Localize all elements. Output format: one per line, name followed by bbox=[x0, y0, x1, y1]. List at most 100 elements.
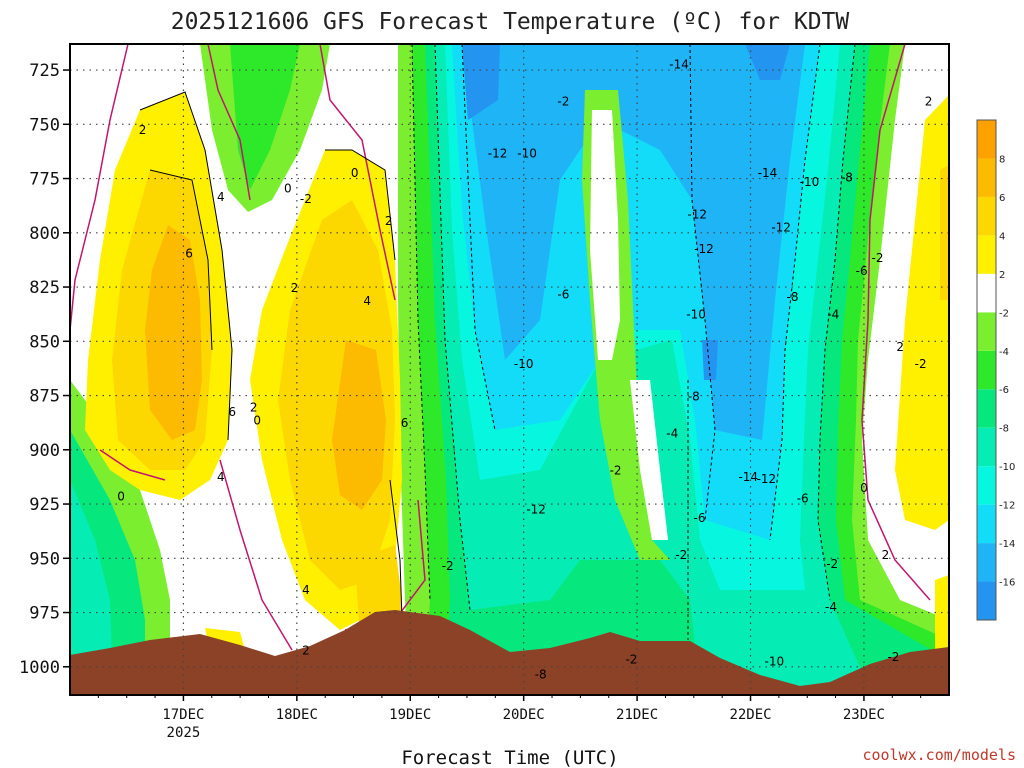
x-tick-label: 18DEC bbox=[276, 707, 318, 723]
contour-zero-left bbox=[70, 44, 426, 651]
region-warm2-plus6 bbox=[332, 340, 386, 510]
contour-label: -12 bbox=[526, 503, 546, 517]
contour-label: 6 bbox=[228, 405, 236, 419]
contour-label: 0 bbox=[284, 181, 292, 195]
legend-label: -8 bbox=[999, 424, 1009, 435]
contour-label: 0 bbox=[351, 166, 359, 180]
contour-label: -2 bbox=[887, 650, 899, 664]
y-tick-label: 800 bbox=[29, 224, 60, 244]
region-right-warm-plus4 bbox=[940, 165, 949, 300]
y-tick-label: 825 bbox=[29, 278, 60, 298]
contour-label: 2 bbox=[250, 401, 258, 415]
contour-label: -2 bbox=[442, 559, 454, 573]
region-left-surface-cold3 bbox=[70, 480, 112, 660]
contour-label: -14 bbox=[758, 166, 778, 180]
y-axis: 725 750 775 800 825 850 875 900 925 950 975 1000 bbox=[19, 61, 70, 678]
y-tick-label: 950 bbox=[29, 549, 60, 569]
legend-color-box bbox=[977, 350, 996, 390]
legend-label: -14 bbox=[999, 539, 1015, 550]
region-right-warm bbox=[895, 95, 949, 530]
contour-label: -10 bbox=[800, 175, 820, 189]
contour-label: -10 bbox=[686, 307, 706, 321]
region-gap-21dec-white bbox=[590, 110, 620, 360]
y-tick-label: 725 bbox=[29, 61, 60, 81]
contour-zero-right bbox=[861, 44, 931, 601]
y-tick-label: 750 bbox=[29, 115, 60, 135]
contour-label: 0 bbox=[860, 481, 868, 495]
contour-label: 2 bbox=[925, 95, 933, 109]
contour-label: 4 bbox=[217, 470, 225, 484]
legend-color-box bbox=[977, 389, 996, 428]
contour-solid-warm bbox=[139, 91, 403, 621]
y-tick-label: 775 bbox=[29, 170, 60, 190]
contour-label: 0 bbox=[117, 490, 125, 504]
contour-dashed-cold bbox=[411, 44, 856, 640]
contour-label: 4 bbox=[217, 190, 225, 204]
contour-label: 2 bbox=[139, 123, 147, 137]
y-tick-label: 875 bbox=[29, 387, 60, 407]
legend-label: 6 bbox=[999, 193, 1005, 204]
legend-label: -12 bbox=[999, 501, 1015, 512]
contour-label: -2 bbox=[300, 192, 312, 206]
legend-color-box bbox=[977, 158, 996, 197]
x-tick-year: 2025 bbox=[167, 725, 201, 741]
legend-label: -16 bbox=[999, 578, 1015, 589]
contour-label: -10 bbox=[765, 654, 785, 668]
grid-lines bbox=[70, 44, 949, 695]
contour-label: -12 bbox=[694, 242, 714, 256]
contour-label: 2 bbox=[302, 644, 310, 658]
legend-color-box bbox=[977, 196, 996, 236]
contour-label: -10 bbox=[517, 147, 537, 161]
contour-label: -6 bbox=[557, 288, 569, 302]
x-tick-label: 20DEC bbox=[503, 707, 545, 723]
contour-label: -12 bbox=[771, 220, 791, 234]
y-tick-label: 850 bbox=[29, 332, 60, 352]
legend-label: 8 bbox=[999, 154, 1005, 165]
legend-color-box bbox=[977, 504, 996, 544]
plot-frame bbox=[69, 43, 950, 696]
contour-label: 6 bbox=[401, 416, 409, 430]
contour-label: 4 bbox=[302, 583, 310, 597]
region-gap-21dec-white2 bbox=[630, 380, 668, 540]
legend-label: -10 bbox=[999, 462, 1015, 473]
contour-label: -8 bbox=[841, 171, 853, 185]
region-warm1-plus6 bbox=[145, 225, 202, 440]
credit-text: coolwx.com/models bbox=[862, 746, 1016, 764]
legend-color-box bbox=[977, 466, 996, 505]
y-tick-label: 975 bbox=[29, 604, 60, 624]
x-tick-label: 23DEC bbox=[843, 707, 885, 723]
contour-label: -2 bbox=[872, 251, 884, 265]
x-axis-label: Forecast Time (UTC) bbox=[401, 747, 618, 768]
contour-label: -2 bbox=[625, 652, 637, 666]
legend-label: -4 bbox=[999, 347, 1009, 358]
contour-label: -14 bbox=[669, 58, 689, 72]
chart-title: 2025121606 GFS Forecast Temperature (ºC)… bbox=[171, 9, 850, 35]
y-tick-label: 900 bbox=[29, 441, 60, 461]
contour-label: -4 bbox=[827, 307, 839, 321]
contour-label: -14 bbox=[738, 470, 758, 484]
contour-label: 2 bbox=[882, 548, 890, 562]
legend-color-box bbox=[977, 581, 996, 620]
contour-label: -8 bbox=[535, 667, 547, 681]
color-legend: -16 -14 -12 -10 -8 -6 -4 -2 2 4 6 8 bbox=[976, 119, 1015, 621]
contour-label: -8 bbox=[786, 290, 798, 304]
contour-label: -10 bbox=[514, 357, 534, 371]
plot-area bbox=[70, 44, 949, 695]
legend-label: -2 bbox=[999, 308, 1009, 319]
contour-label: -2 bbox=[610, 463, 622, 477]
y-tick-label: 1000 bbox=[19, 658, 60, 678]
y-tick-label: 925 bbox=[29, 495, 60, 515]
region-aloft-green2 bbox=[230, 44, 300, 190]
contour-label: -4 bbox=[825, 600, 837, 614]
legend-label: -6 bbox=[999, 385, 1009, 396]
contour-label: -12 bbox=[757, 472, 777, 486]
contour-labels: -14 -2 2 -12 -10 -14 -10 -8 -12 -12 -12 -2 -6 -8 -10 -4… bbox=[117, 58, 933, 682]
contour-label: 2 bbox=[896, 340, 904, 354]
contour-label: 4 bbox=[363, 294, 371, 308]
contour-label: -6 bbox=[693, 511, 705, 525]
contour-label: -12 bbox=[488, 147, 508, 161]
legend-color-box bbox=[977, 543, 996, 582]
region-cold-minus16 bbox=[462, 44, 790, 380]
contour-label: -2 bbox=[675, 548, 687, 562]
